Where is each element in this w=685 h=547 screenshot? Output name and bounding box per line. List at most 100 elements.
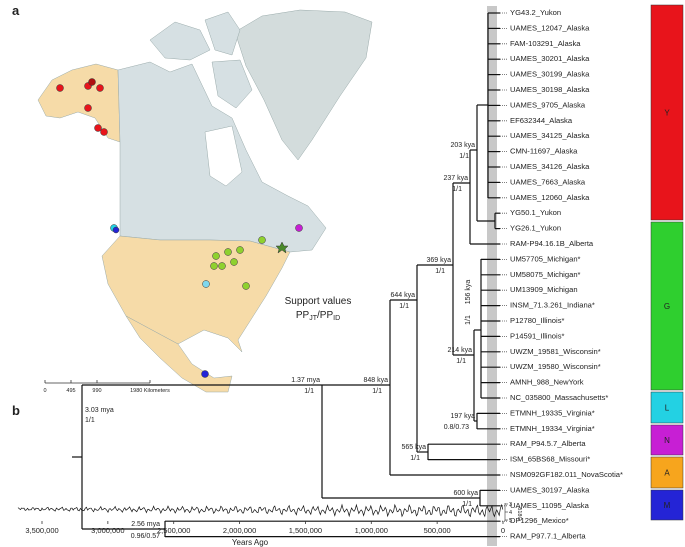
sample-dot	[242, 282, 250, 290]
x-tick-label: 1,500,000	[289, 526, 322, 535]
node-support: 1/1	[452, 186, 462, 193]
clade-label: A	[664, 469, 670, 478]
term-sub: ID	[333, 315, 340, 322]
sample-dot	[94, 124, 102, 132]
node-support: 1/1	[462, 501, 472, 508]
clade-label: M	[664, 501, 671, 510]
tip-label: UAMES_12047_Alaska	[510, 23, 590, 32]
time-axis-title: Years Ago	[232, 538, 269, 547]
hudson-bay	[204, 125, 243, 187]
arctic-islands	[204, 11, 241, 56]
tip-label: NSM092GF182.011_NovaScotia*	[510, 470, 623, 479]
y2-tick-label: 4	[509, 510, 512, 516]
node-age: 644 kya	[390, 292, 415, 299]
tip-label: RAM-P94.16.1B_Alberta	[510, 239, 594, 248]
alaska	[37, 63, 121, 143]
clade-bar	[650, 489, 684, 521]
node-support: 1/1	[85, 417, 95, 424]
isotope-curve	[17, 503, 504, 518]
support-legend-title: Support values	[285, 296, 352, 307]
node-age: 369 kya	[426, 257, 451, 264]
node-age: 848 kya	[363, 377, 388, 384]
sample-star	[275, 241, 289, 254]
node-age: 203 kya	[450, 142, 475, 149]
node-age: 2.56 mya	[131, 521, 160, 528]
tip-label: UAMES_34125_Alaska	[510, 131, 590, 140]
map: 0 495 990 1980 Kilometers	[37, 9, 373, 394]
sample-dot	[258, 236, 266, 244]
scale-label: 0	[43, 388, 46, 394]
tip-label: YG43.2_Yukon	[510, 8, 561, 17]
tip-label: RAM_P94.5.7_Alberta	[510, 439, 586, 448]
tip-label: UAMES_34126_Alaska	[510, 162, 590, 171]
separator: /	[317, 310, 320, 321]
tip-label: UM13909_Michigan	[510, 285, 578, 294]
tip-label: UAMES_11095_Alaska	[510, 501, 590, 510]
tip-label: UM57705_Michigan*	[510, 254, 581, 263]
node-age: 565 kya	[401, 444, 426, 451]
tip-label: UAMES_30201_Alaska	[510, 54, 590, 63]
x-tick-label: 1,000,000	[355, 526, 388, 535]
x-tick-label: 3,500,000	[25, 526, 58, 535]
clade-bar	[650, 221, 684, 391]
arctic-islands	[211, 59, 253, 109]
tip-label: ETMNH_19334_Virginia*	[510, 424, 595, 433]
sample-dot	[236, 246, 244, 254]
node-age: 1.37 mya	[291, 377, 320, 384]
node-age: 3.03 mya	[85, 407, 114, 414]
sample-dot	[112, 226, 120, 234]
sample-dot	[212, 252, 220, 260]
sample-dot	[88, 78, 96, 86]
tip-label: YG50.1_Yukon	[510, 208, 561, 217]
tip-label: UAMES_30198_Alaska	[510, 85, 590, 94]
clade-label: N	[664, 436, 670, 445]
tip-label: UAMES_12060_Alaska	[510, 193, 590, 202]
tip-label: DP1296_Mexico*	[510, 516, 569, 525]
tip-label: UM58075_Michigan*	[510, 270, 581, 279]
node-support: 1/1	[372, 388, 382, 395]
node-support: 1/1	[456, 358, 466, 365]
sample-dot	[56, 84, 64, 92]
sample-dot	[210, 262, 218, 270]
node-support: 1/1	[410, 455, 420, 462]
x-tick-label: 2,500,000	[157, 526, 190, 535]
scale-label: 1980 Kilometers	[130, 388, 170, 394]
clade-bar	[650, 4, 684, 221]
tip-label: UWZM_19581_Wisconsin*	[510, 347, 601, 356]
node-age: 156 kya	[465, 280, 472, 305]
sample-dot	[224, 248, 232, 256]
tip-label: AMNH_988_NewYork	[510, 378, 584, 387]
sample-dot	[201, 370, 209, 378]
x-tick-label: 0	[501, 526, 505, 535]
tip-label: NC_035800_Massachusetts*	[510, 393, 608, 402]
tip-label: UAMES_30199_Alaska	[510, 70, 590, 79]
y2-tick-label: 3	[509, 502, 512, 508]
tip-label: UAMES_30197_Alaska	[510, 485, 590, 494]
term-sub: JT	[309, 315, 318, 322]
sample-dot	[84, 104, 92, 112]
tip-label: UWZM_19580_Wisconsin*	[510, 362, 601, 371]
x-tick-label: 500,000	[424, 526, 451, 535]
sample-dots	[56, 78, 303, 378]
node-age: 600 kya	[453, 490, 478, 497]
usa	[101, 235, 291, 353]
sample-dot	[100, 128, 108, 136]
tip-label: UAMES_9705_Alaska	[510, 100, 586, 109]
clade-label: L	[665, 404, 670, 413]
node-support: 1/1	[399, 303, 409, 310]
node-age: 197 kya	[450, 413, 475, 420]
x-tick-label: 3,000,000	[91, 526, 124, 535]
panel-label: b	[12, 403, 20, 418]
tip-label: EF632344_Alaska	[510, 116, 573, 125]
tip-label: ETMNH_19335_Virginia*	[510, 408, 595, 417]
sample-dot	[202, 280, 210, 288]
node-support: 1/1	[465, 315, 472, 325]
scale-label: 990	[92, 388, 101, 394]
isotope-axis-title: δ18O	[516, 507, 522, 521]
node-support: 0.96/0.57	[131, 533, 160, 540]
tip-label: UAMES_7663_Alaska	[510, 177, 586, 186]
node-age: 237 kya	[443, 175, 468, 182]
scale-bar	[44, 380, 151, 384]
sample-dot	[295, 224, 303, 232]
greenland	[234, 9, 373, 161]
